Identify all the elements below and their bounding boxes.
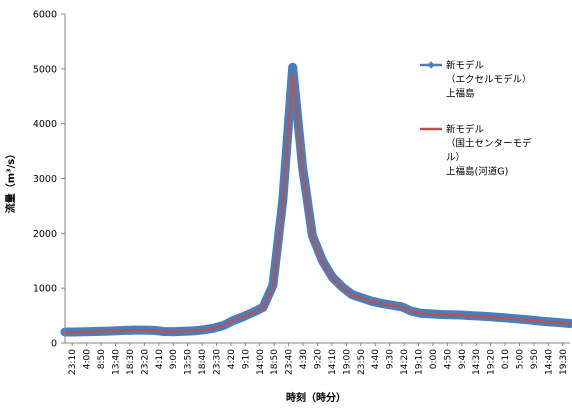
x-tick-label: 9:10 [241,349,251,369]
series-2-line [65,73,571,334]
x-tick-label: 19:00 [342,349,352,375]
x-tick-label: 23:50 [357,349,367,375]
y-tick-label: 3000 [33,174,57,185]
y-tick-label: 4000 [33,119,57,130]
x-tick-label: 4:30 [299,349,309,369]
x-tick-label: 4:00 [83,349,93,369]
x-tick-label: 4:40 [371,349,381,369]
y-tick-label: 2000 [33,229,57,240]
x-tick-label: 5:00 [516,349,526,369]
x-axis-ticks: 23:10 4:00 8:50 13:40 18:30 23:20 4:10 9:00 13:5… [68,343,569,375]
x-tick-label: 23:20 [140,349,150,375]
x-tick-label: 9:00 [169,349,179,369]
y-tick-label: 5000 [33,64,57,75]
x-tick-label: 0:10 [501,349,511,369]
x-tick-label: 23:10 [68,349,78,375]
x-tick-label: 14:10 [328,349,338,375]
x-tick-label: 13:50 [184,349,194,375]
x-tick-label: 19:10 [415,349,425,375]
x-tick-label: 18:40 [198,349,208,375]
x-tick-label: 23:40 [285,349,295,375]
x-tick-label: 9:20 [314,349,324,369]
x-tick-label: 9:50 [530,349,540,369]
x-tick-label: 4:10 [155,349,165,369]
x-tick-label: 4:20 [227,349,237,369]
x-axis-title: 時刻（時分） [286,391,346,404]
y-tick-label: 6000 [33,10,57,21]
x-tick-label: 18:50 [270,349,280,375]
x-tick-label: 14:30 [472,349,482,375]
series-1-markers [61,63,572,336]
x-tick-label: 9:40 [458,349,468,369]
y-tick-label: 0 [51,339,57,350]
x-tick-label: 14:20 [400,349,410,375]
x-tick-label: 19:20 [487,349,497,375]
x-tick-label: 14:40 [544,349,554,375]
y-axis-ticks: 0 1000 2000 3000 4000 5000 6000 [33,10,65,350]
x-tick-label: 4:50 [443,349,453,369]
x-tick-label: 9:30 [386,349,396,369]
legend-marker-1 [427,61,435,69]
x-tick-label: 8:50 [97,349,107,369]
y-axis-title: 流量（m³/s） [4,149,17,213]
x-tick-label: 13:40 [112,349,122,375]
x-tick-label: 14:00 [256,349,266,375]
x-tick-label: 18:30 [126,349,136,375]
axes [64,14,570,344]
y-tick-label: 1000 [33,284,57,295]
x-tick-label: 19:30 [559,349,569,375]
series-1-band [60,62,572,337]
legend-label-2: 新モデル（国土センターモデル）上福島(河道G) [446,124,532,178]
x-tick-label: 0:00 [429,349,439,369]
series-1-point [288,63,297,72]
legend-label-1: 新モデル（エクセルモデル）上福島 [446,60,532,100]
x-tick-label: 23:30 [213,349,223,375]
series-layer [60,62,572,337]
